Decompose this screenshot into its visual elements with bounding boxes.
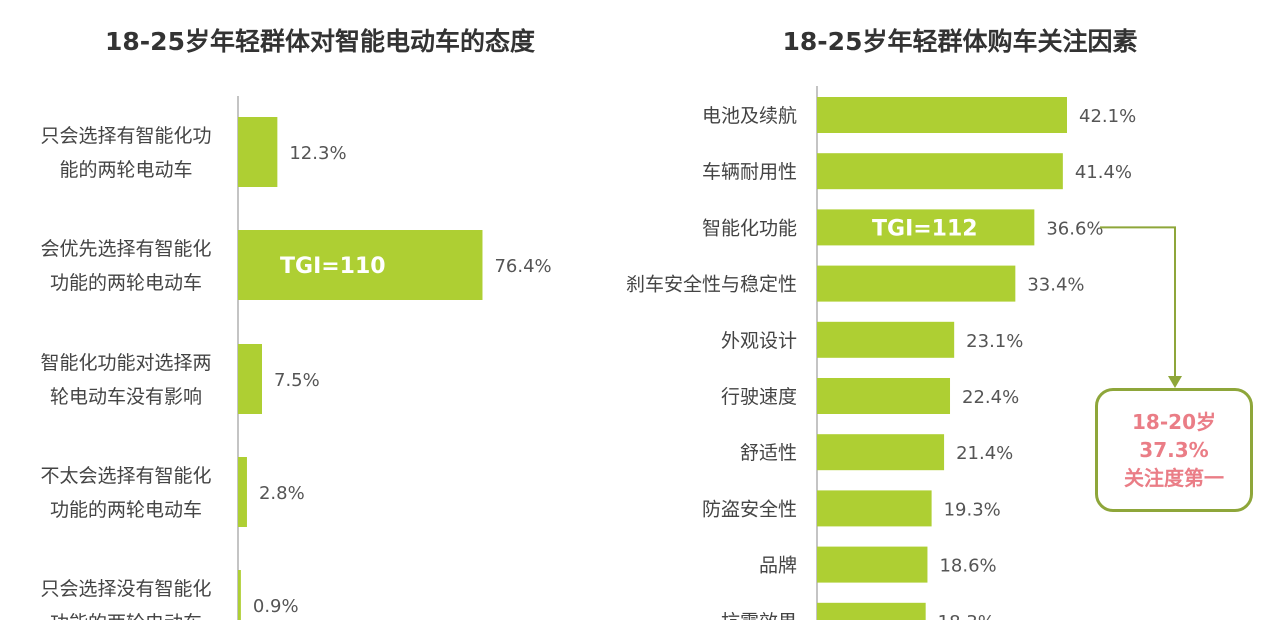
left-category-label: 会优先选择有智能化 [40,238,211,260]
callout-percentage: 37.3% [1139,438,1209,462]
callout-age-range: 18-20岁 [1132,410,1216,434]
right-bar [817,153,1063,190]
callout-rank-text: 关注度第一 [1124,466,1224,490]
right-bar [817,378,951,414]
left-category-label: 功能的两轮电动车 [50,272,202,294]
right-value-label: 19.3% [944,499,1001,520]
right-category-label: 行驶速度 [721,386,797,408]
left-bar [238,117,278,187]
right-bar [817,321,955,358]
left-value-label: 12.3% [289,143,346,164]
right-bar [817,209,1035,246]
right-value-label: 36.6% [1046,218,1103,239]
left-bar [238,570,241,620]
right-tgi-label: TGI=112 [872,216,978,241]
right-category-label: 防盗安全性 [702,498,797,520]
right-bar [817,602,926,620]
left-chart-panel: 18-25岁年轻群体对智能电动车的态度 [105,27,535,56]
left-tgi-label: TGI=110 [280,254,386,279]
right-value-label: 33.4% [1027,275,1084,296]
left-category-label: 功能的两轮电动车 [50,499,202,521]
right-category-label: 抗震效果 [721,611,797,620]
left-bar [238,457,247,527]
left-category-label: 智能化功能对选择两 [40,352,211,374]
right-value-label: 18.6% [939,556,996,577]
right-chart-title: 18-25岁年轻群体购车关注因素 [782,27,1138,56]
right-value-label: 41.4% [1075,162,1132,183]
right-bar [817,434,945,471]
left-category-label: 功能的两轮电动车 [50,612,202,620]
right-bar [817,490,932,527]
right-bar [817,97,1067,133]
right-chart-panel: 18-25岁年轻群体购车关注因素 [640,0,1280,620]
left-value-label: 7.5% [274,370,320,391]
right-value-label: 42.1% [1079,106,1136,127]
callout-connector-line [1100,226,1176,378]
right-category-label: 电池及续航 [702,105,797,127]
left-category-label: 轮电动车没有影响 [50,386,202,408]
right-value-label: 21.4% [956,443,1013,464]
left-value-label: 2.8% [259,483,305,504]
right-category-label: 智能化功能 [702,217,797,239]
age-callout-box: 18-20岁 37.3% 关注度第一 [1095,388,1253,512]
callout-arrow-head [1168,376,1182,388]
right-value-label: 22.4% [962,387,1019,408]
left-bar [238,230,483,300]
left-category-label: 只会选择有智能化功 [40,125,211,147]
left-chart-title: 18-25岁年轻群体对智能电动车的态度 [105,27,535,56]
right-category-label: 品牌 [759,555,797,577]
left-bar [238,344,262,414]
right-value-label: 23.1% [966,331,1023,352]
right-bar [817,546,928,583]
right-category-label: 外观设计 [721,330,797,352]
left-category-label: 只会选择没有智能化 [40,578,211,600]
left-category-label: 不太会选择有智能化 [40,465,211,487]
right-category-label: 刹车安全性与稳定性 [626,274,797,296]
right-value-label: 18.3% [938,612,995,620]
right-bar [817,265,1016,302]
right-category-label: 车辆耐用性 [702,161,797,183]
right-category-label: 舒适性 [740,442,797,464]
left-category-label: 能的两轮电动车 [59,159,192,181]
left-value-label: 0.9% [253,596,299,617]
left-value-label: 76.4% [494,256,551,277]
